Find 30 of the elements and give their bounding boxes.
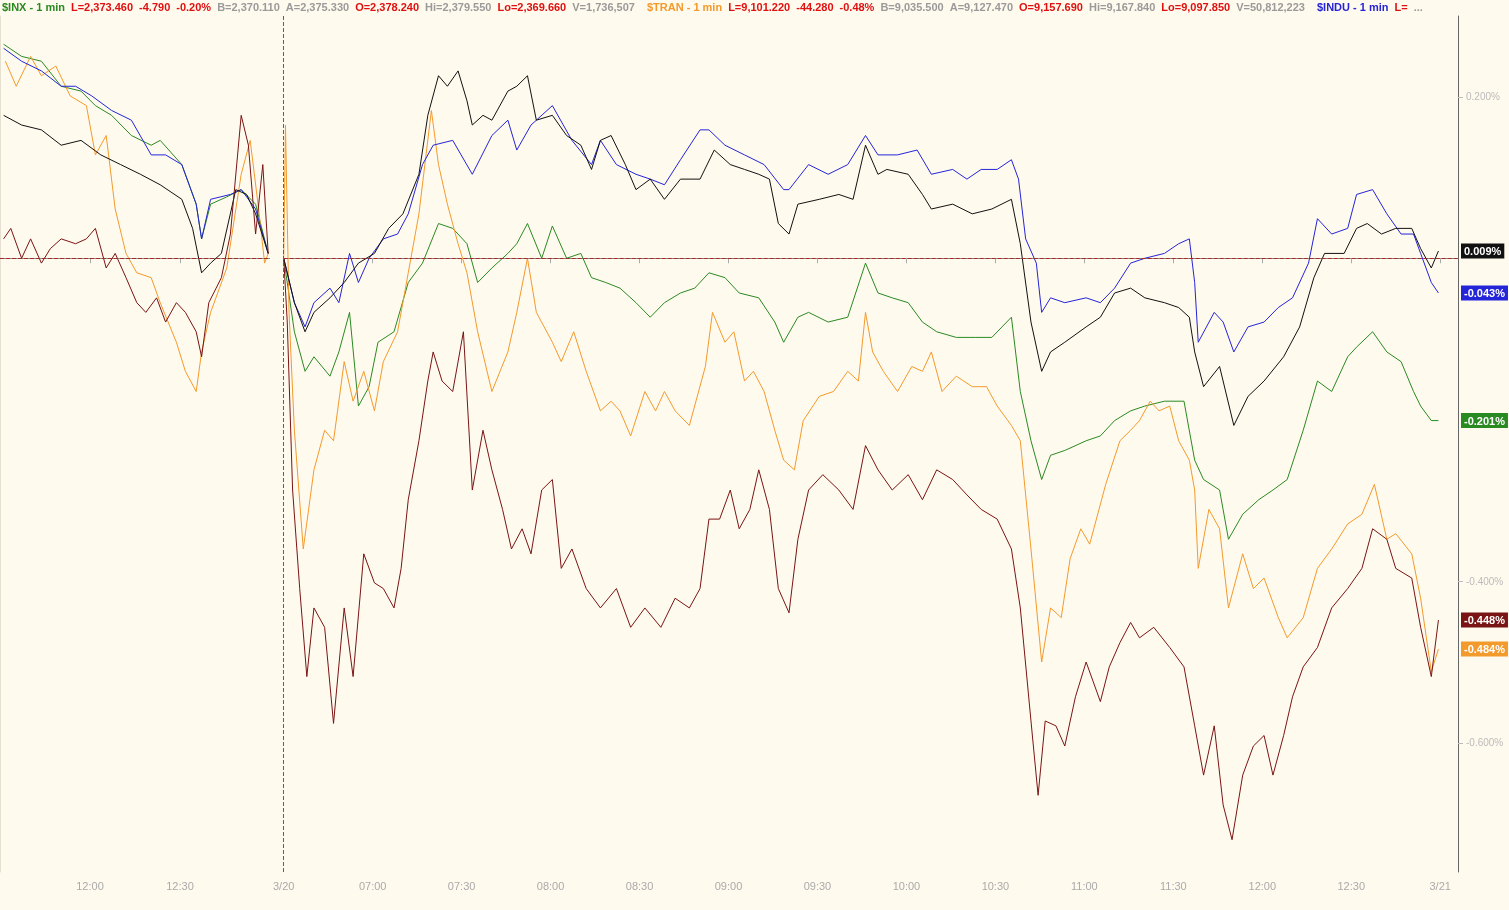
x-tick-label: 07:30: [447, 879, 476, 892]
text: $INDU - 1 min: [1316, 1, 1389, 13]
y-tick-label: -0.400%: [1466, 575, 1504, 587]
x-tick-label: 08:00: [536, 879, 565, 892]
x-tick-label: 3/21: [1429, 879, 1451, 892]
text: $TRAN - 1 min: [646, 1, 723, 13]
x-tick-label: 07:00: [358, 879, 387, 892]
x-tick-label: 09:30: [803, 879, 832, 892]
text: L=2,373.460 -4.790 -0.20% B=2,370.110 A=2,375.330 O=2,378.240 Hi=2,379.550 Lo=2,369.660 V=1,736,507: [70, 1, 635, 13]
text: -0.043%: [1464, 286, 1506, 299]
text: -0.448%: [1464, 614, 1506, 627]
text: $INX - 1 min: [2, 1, 65, 13]
x-tick-label: 09:00: [714, 879, 743, 892]
x-tick-label: 11:00: [1071, 879, 1098, 892]
text: -0.201%: [1464, 414, 1506, 427]
x-tick-label: 11:30: [1159, 879, 1187, 892]
text: 0.009%: [1464, 245, 1502, 257]
x-tick-label: 3/20: [272, 879, 295, 892]
x-tick-label: 12:00: [76, 879, 104, 892]
text: L=9,101.220 -44.280 -0.48% B=9,035.500 A=9,127.470 O=9,157.690 Hi=9,167.840 Lo=9,097.850 V=50,812,223: [728, 1, 1305, 13]
y-tick-label: 0.200%: [1466, 91, 1501, 103]
x-tick-label: 10:00: [892, 879, 921, 892]
text: -0.484%: [1464, 643, 1506, 656]
x-tick-label: 08:30: [625, 879, 654, 892]
text: L= ...: [1394, 1, 1423, 13]
y-tick-label: -0.600%: [1466, 737, 1504, 749]
x-tick-label: 12:30: [166, 879, 194, 892]
x-tick-label: 12:00: [1248, 879, 1277, 892]
x-tick-label: 10:30: [981, 879, 1010, 892]
x-tick-label: 12:30: [1337, 879, 1366, 892]
